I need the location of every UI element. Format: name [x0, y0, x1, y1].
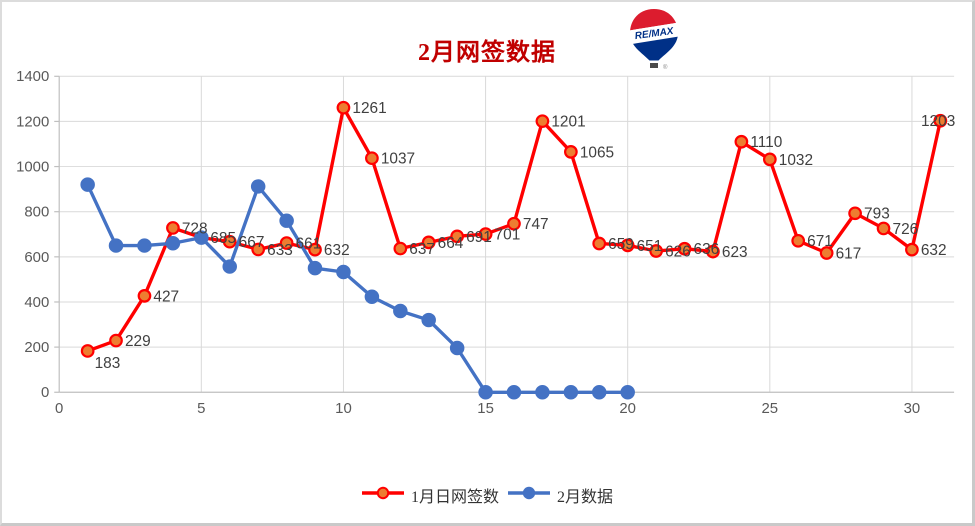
svg-text:1261: 1261: [352, 100, 386, 117]
svg-text:728: 728: [182, 220, 208, 237]
svg-text:1032: 1032: [779, 152, 813, 169]
legend-item-january: 1月日网签数: [361, 483, 499, 507]
svg-text:20: 20: [619, 401, 636, 417]
svg-text:1400: 1400: [16, 69, 49, 85]
chart-legend: 1月日网签数 2月数据: [2, 483, 972, 507]
y-tick-labels: 0 200 400 600 800 1000 1200 1400: [16, 69, 49, 401]
svg-text:1000: 1000: [16, 160, 49, 176]
svg-text:671: 671: [807, 233, 833, 250]
svg-text:651: 651: [637, 238, 663, 255]
svg-text:229: 229: [125, 333, 151, 350]
svg-text:0: 0: [41, 385, 49, 401]
svg-text:1203: 1203: [921, 113, 955, 130]
svg-text:701: 701: [495, 227, 521, 244]
x-tick-labels: 0 5 10 15 20 25 30: [55, 401, 920, 417]
balloon-top-red: [630, 9, 678, 31]
svg-text:600: 600: [24, 250, 49, 266]
remax-balloon-logo: RE/MAX ®: [630, 9, 678, 71]
balloon-basket: [650, 63, 658, 68]
legend-swatch-february: [507, 486, 551, 505]
svg-text:5: 5: [197, 401, 205, 417]
svg-text:0: 0: [55, 401, 63, 417]
svg-text:400: 400: [24, 295, 49, 311]
svg-text:30: 30: [904, 401, 921, 417]
legend-label-january: 1月日网签数: [410, 489, 499, 506]
registered-mark: ®: [663, 64, 668, 71]
legend-line-january: [361, 486, 404, 499]
svg-text:637: 637: [409, 241, 435, 258]
series-february-markers: [80, 177, 635, 400]
svg-text:633: 633: [267, 242, 293, 259]
svg-text:427: 427: [153, 288, 179, 305]
svg-text:632: 632: [921, 242, 947, 259]
svg-text:661: 661: [296, 236, 322, 253]
svg-text:685: 685: [210, 230, 236, 247]
svg-text:800: 800: [24, 205, 49, 221]
svg-text:1200: 1200: [16, 114, 49, 130]
svg-text:617: 617: [836, 245, 862, 262]
svg-text:1110: 1110: [750, 134, 782, 151]
svg-text:664: 664: [438, 235, 464, 252]
svg-text:667: 667: [239, 234, 265, 251]
svg-text:15: 15: [477, 401, 494, 417]
svg-text:626: 626: [665, 243, 691, 260]
legend-item-february: 2月数据: [507, 483, 613, 507]
legend-label-february: 2月数据: [557, 489, 614, 506]
y-gridlines: [59, 75, 955, 348]
legend-line-february: [508, 486, 550, 499]
svg-text:183: 183: [95, 355, 121, 372]
svg-text:632: 632: [324, 242, 350, 259]
svg-text:793: 793: [864, 206, 890, 223]
legend-swatch-january: [361, 486, 405, 505]
series-january-markers: [80, 100, 948, 358]
svg-text:636: 636: [694, 241, 720, 258]
svg-text:200: 200: [24, 340, 49, 356]
svg-text:10: 10: [335, 401, 352, 417]
svg-text:726: 726: [893, 221, 919, 238]
svg-text:659: 659: [608, 236, 634, 253]
svg-text:623: 623: [722, 244, 748, 261]
svg-text:1037: 1037: [381, 151, 415, 168]
svg-text:1065: 1065: [580, 144, 614, 161]
balloon-band-white: [630, 22, 678, 45]
balloon-bottom-blue: [630, 36, 678, 61]
chart-title: 2月网签数据: [418, 40, 556, 66]
svg-text:25: 25: [762, 401, 779, 417]
svg-text:1201: 1201: [551, 114, 585, 131]
svg-text:747: 747: [523, 216, 549, 233]
svg-text:691: 691: [466, 229, 492, 246]
